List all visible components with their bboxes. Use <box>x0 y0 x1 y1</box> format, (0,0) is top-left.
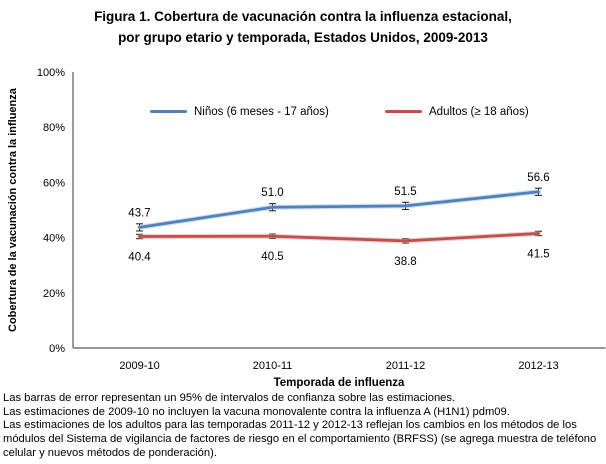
figure-title-line2: por grupo etario y temporada, Estados Un… <box>118 30 488 45</box>
data-label: 38.8 <box>394 256 416 268</box>
chart-canvas: 0% 20% 40% 60% 80% 100% 2009-10 2010-11 2011-12 2… <box>37 67 606 372</box>
data-label: 56.6 <box>527 172 549 184</box>
y-tick-label: 0% <box>49 343 65 355</box>
footnote-2009-10: Las estimaciones de 2009-10 no incluyen … <box>3 405 510 418</box>
series-line-0 <box>138 190 540 229</box>
legend-item-adultos: Adultos (≥ 18 años) <box>385 104 529 119</box>
footnote-brfss: Las estimaciones de los adultos para las… <box>3 419 597 459</box>
x-axis-title: Temporada de influenza <box>273 377 405 389</box>
data-label: 40.4 <box>128 251 151 263</box>
x-tick-label: 2009-10 <box>119 360 159 372</box>
data-label: 40.5 <box>261 251 283 263</box>
legend-label-ninos: Niños (6 meses - 17 años) <box>194 105 329 118</box>
y-tick-label: 80% <box>43 122 65 134</box>
legend-swatch-ninos-line <box>150 109 187 114</box>
footnote-error-bars: Las barras de error representan un 95% d… <box>3 392 456 404</box>
legend-swatch-adultos-line <box>385 109 422 114</box>
data-label: 41.5 <box>527 248 549 260</box>
x-tick-label: 2011-12 <box>386 360 426 372</box>
x-tick-label: 2012-13 <box>518 360 558 372</box>
data-label: 51.0 <box>261 187 283 199</box>
legend-label-adultos: Adultos (≥ 18 años) <box>429 105 529 118</box>
series-line-1 <box>138 232 540 243</box>
legend-item-ninos: Niños (6 meses - 17 años) <box>150 104 329 119</box>
x-tick-label: 2010-11 <box>253 360 293 372</box>
footnotes: Las barras de error representan un 95% d… <box>3 392 604 461</box>
figure-title: Figura 1. Cobertura de vacunación contra… <box>0 6 606 48</box>
data-label: 51.5 <box>394 186 416 198</box>
data-label: 43.7 <box>128 207 150 219</box>
y-tick-label: 20% <box>43 288 65 300</box>
y-tick-label: 60% <box>43 177 65 189</box>
y-tick-label: 40% <box>43 233 65 245</box>
figure-title-line1: Figura 1. Cobertura de vacunación contra… <box>94 9 512 24</box>
y-tick-label: 100% <box>37 67 65 79</box>
